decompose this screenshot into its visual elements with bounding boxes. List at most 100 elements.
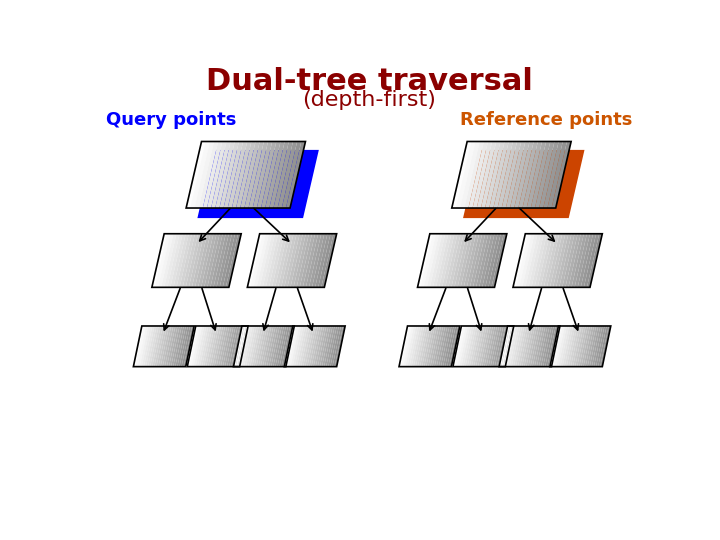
Polygon shape — [244, 326, 254, 367]
Polygon shape — [257, 141, 276, 208]
Polygon shape — [556, 234, 572, 287]
Polygon shape — [303, 326, 314, 367]
Polygon shape — [414, 326, 424, 367]
Polygon shape — [297, 326, 307, 367]
Polygon shape — [223, 141, 243, 208]
Polygon shape — [158, 234, 174, 287]
Polygon shape — [194, 141, 214, 208]
Polygon shape — [144, 326, 154, 367]
Polygon shape — [480, 326, 491, 367]
Polygon shape — [439, 234, 454, 287]
Polygon shape — [266, 234, 282, 287]
Polygon shape — [229, 326, 240, 367]
Polygon shape — [493, 141, 513, 208]
Polygon shape — [403, 326, 414, 367]
Polygon shape — [222, 234, 238, 287]
Polygon shape — [535, 326, 545, 367]
Polygon shape — [312, 326, 322, 367]
Polygon shape — [464, 141, 484, 208]
Polygon shape — [451, 141, 472, 208]
Polygon shape — [449, 234, 464, 287]
Polygon shape — [272, 234, 287, 287]
Polygon shape — [240, 326, 251, 367]
Polygon shape — [560, 326, 571, 367]
Polygon shape — [600, 326, 611, 367]
Polygon shape — [195, 234, 210, 287]
Polygon shape — [399, 326, 410, 367]
Polygon shape — [318, 234, 333, 287]
Polygon shape — [278, 141, 297, 208]
Polygon shape — [135, 326, 146, 367]
Polygon shape — [150, 326, 161, 367]
Polygon shape — [466, 326, 476, 367]
Polygon shape — [477, 141, 496, 208]
Polygon shape — [233, 326, 244, 367]
Polygon shape — [258, 326, 269, 367]
Polygon shape — [420, 326, 431, 367]
Polygon shape — [142, 326, 153, 367]
Polygon shape — [303, 234, 318, 287]
Polygon shape — [528, 234, 544, 287]
Polygon shape — [148, 326, 158, 367]
Polygon shape — [526, 326, 537, 367]
Polygon shape — [490, 326, 501, 367]
Polygon shape — [265, 326, 276, 367]
Polygon shape — [184, 326, 194, 367]
Polygon shape — [442, 234, 457, 287]
Polygon shape — [244, 141, 264, 208]
Polygon shape — [435, 326, 445, 367]
Polygon shape — [427, 234, 442, 287]
Polygon shape — [481, 141, 500, 208]
Polygon shape — [256, 326, 267, 367]
Polygon shape — [152, 326, 163, 367]
Polygon shape — [457, 234, 473, 287]
Polygon shape — [300, 234, 315, 287]
Polygon shape — [487, 326, 497, 367]
Polygon shape — [522, 326, 533, 367]
Polygon shape — [140, 326, 150, 367]
Polygon shape — [326, 326, 337, 367]
Polygon shape — [248, 234, 263, 287]
Polygon shape — [506, 141, 526, 208]
Polygon shape — [290, 234, 306, 287]
Polygon shape — [242, 326, 253, 367]
Polygon shape — [156, 326, 167, 367]
Polygon shape — [198, 326, 208, 367]
Polygon shape — [436, 234, 451, 287]
Polygon shape — [187, 326, 198, 367]
Polygon shape — [489, 141, 509, 208]
Polygon shape — [587, 234, 603, 287]
Polygon shape — [322, 326, 333, 367]
Polygon shape — [469, 141, 488, 208]
Polygon shape — [199, 151, 318, 217]
Polygon shape — [516, 234, 531, 287]
Polygon shape — [261, 141, 281, 208]
Polygon shape — [423, 234, 439, 287]
Polygon shape — [210, 326, 221, 367]
Polygon shape — [212, 326, 223, 367]
Polygon shape — [320, 326, 330, 367]
Polygon shape — [544, 234, 559, 287]
Polygon shape — [499, 326, 510, 367]
Polygon shape — [333, 326, 343, 367]
Polygon shape — [328, 326, 339, 367]
Polygon shape — [181, 326, 192, 367]
Polygon shape — [567, 326, 577, 367]
Polygon shape — [565, 234, 581, 287]
Polygon shape — [590, 326, 600, 367]
Polygon shape — [467, 326, 478, 367]
Polygon shape — [459, 326, 469, 367]
Polygon shape — [305, 326, 316, 367]
Polygon shape — [312, 234, 328, 287]
Polygon shape — [501, 326, 512, 367]
Polygon shape — [531, 326, 541, 367]
Polygon shape — [251, 326, 261, 367]
Polygon shape — [204, 326, 215, 367]
Polygon shape — [495, 326, 505, 367]
Polygon shape — [192, 326, 202, 367]
Polygon shape — [513, 234, 528, 287]
Polygon shape — [219, 326, 229, 367]
Polygon shape — [196, 326, 206, 367]
Polygon shape — [537, 326, 547, 367]
Polygon shape — [189, 234, 204, 287]
